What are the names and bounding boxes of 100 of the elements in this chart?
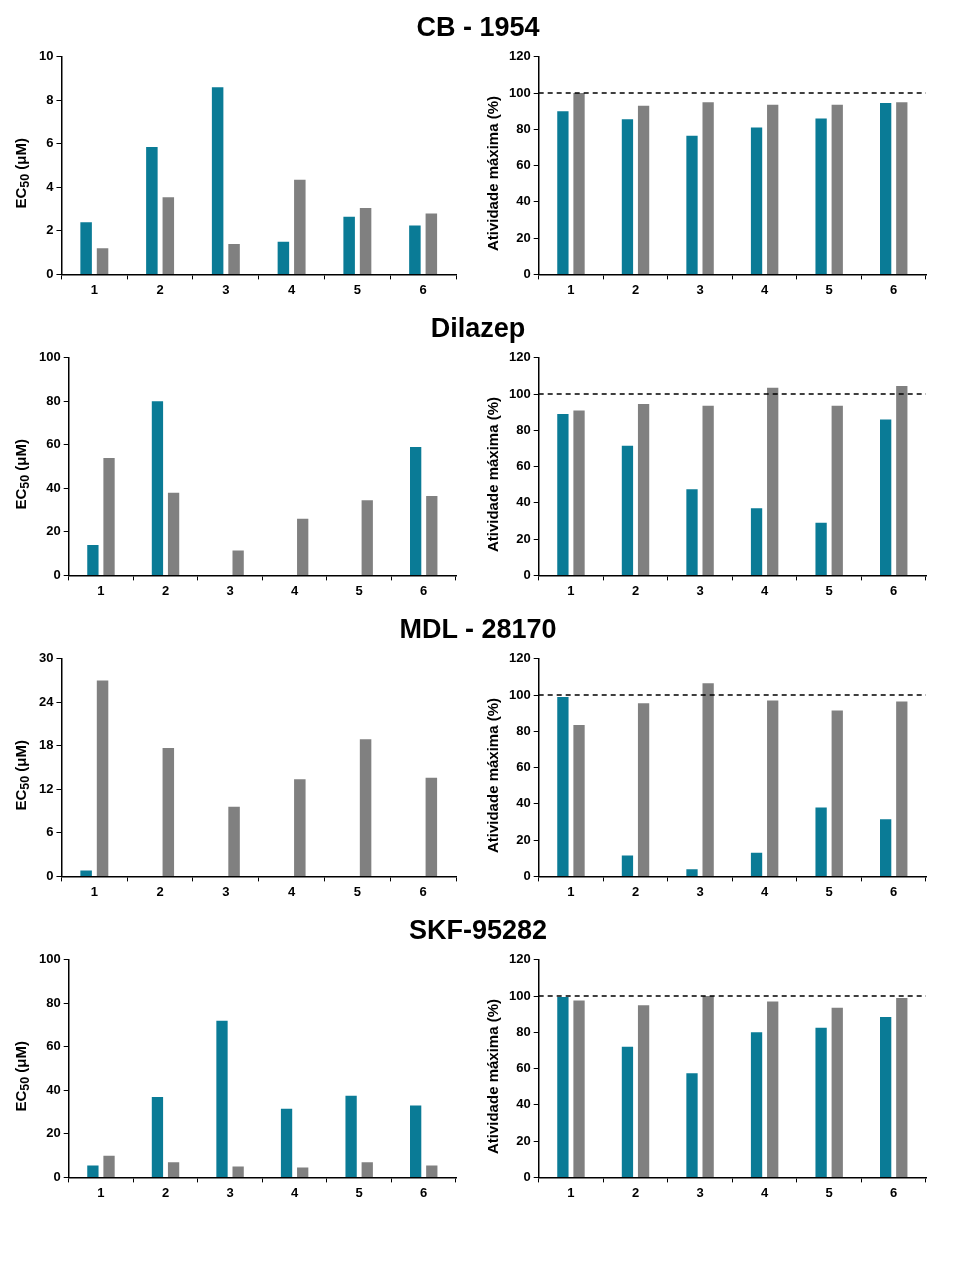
x-tick-label: 4	[761, 1184, 769, 1200]
y-tick-label: 80	[516, 421, 531, 437]
x-tick-label: 2	[631, 281, 640, 297]
y-tick-label: 0	[523, 867, 531, 883]
bar	[880, 819, 892, 876]
y-tick-label: 0	[523, 265, 531, 281]
x-tick-label: 2	[631, 883, 640, 899]
y-tick-label: 100	[38, 349, 61, 365]
y-tick-label: 80	[516, 120, 531, 136]
y-tick-label: 60	[516, 1060, 531, 1076]
y-tick-label: 24	[38, 693, 55, 709]
chart-title: Dilazep	[429, 312, 527, 345]
bar	[831, 710, 843, 876]
y-tick-label: 100	[508, 987, 531, 1003]
y-tick-label: 40	[46, 1081, 61, 1097]
x-tick-label: 5	[355, 582, 363, 598]
y-tick-label: 80	[46, 994, 61, 1010]
bar	[750, 127, 763, 274]
bar	[573, 410, 585, 575]
chart-title: MDL - 28170	[398, 613, 558, 646]
bar	[557, 111, 569, 274]
bar	[767, 1001, 779, 1177]
y-tick-label: 120	[508, 48, 531, 64]
bar	[87, 1165, 99, 1177]
bar	[573, 724, 585, 876]
y-tick-label: 60	[516, 759, 531, 775]
bar	[637, 105, 650, 274]
x-tick-label: 6	[890, 883, 898, 899]
bar	[896, 385, 908, 575]
y-axis-title: Atividade máxima (%)	[483, 998, 501, 1155]
x-tick-label: 3	[696, 883, 704, 899]
bar	[750, 1032, 763, 1177]
x-tick-label: 6	[890, 1184, 898, 1200]
x-tick-label: 6	[420, 582, 428, 598]
y-tick-label: 0	[46, 265, 54, 281]
x-tick-label: 5	[355, 1184, 363, 1200]
bar	[750, 508, 763, 575]
x-tick-label: 6	[419, 281, 427, 297]
x-tick-label: 3	[226, 582, 234, 598]
bar	[686, 489, 698, 575]
bar	[557, 996, 569, 1177]
y-tick-label: 6	[46, 135, 54, 151]
bar	[815, 522, 827, 575]
bar	[621, 119, 634, 274]
x-tick-label: 4	[287, 281, 296, 297]
bar	[162, 748, 175, 876]
x-tick-label: 1	[567, 582, 575, 598]
y-axis-title: Atividade máxima (%)	[483, 697, 501, 854]
y-tick-label: 40	[516, 795, 531, 811]
bar	[162, 197, 175, 274]
x-tick-label: 5	[353, 281, 361, 297]
bar	[702, 996, 714, 1177]
x-tick-label: 4	[761, 281, 769, 297]
y-tick-label: 0	[53, 566, 61, 582]
x-tick-label: 5	[825, 582, 833, 598]
bar	[80, 870, 92, 876]
y-tick-label: 8	[46, 91, 54, 107]
bar	[87, 544, 99, 575]
x-tick-label: 2	[631, 1184, 640, 1200]
y-tick-label: 20	[516, 530, 531, 546]
y-tick-label: 0	[523, 566, 531, 582]
bar	[343, 216, 355, 274]
y-tick-label: 20	[46, 1125, 61, 1141]
bar	[637, 404, 650, 575]
x-tick-label: 4	[761, 883, 769, 899]
bar	[96, 680, 109, 876]
x-tick-label: 1	[567, 1184, 575, 1200]
bar	[621, 1046, 634, 1177]
bar	[573, 1000, 585, 1177]
bar	[767, 104, 779, 274]
x-tick-label: 2	[156, 281, 164, 297]
y-axis-title: Atividade máxima (%)	[483, 396, 501, 553]
x-tick-label: 3	[222, 281, 230, 297]
y-tick-label: 60	[46, 1038, 61, 1054]
x-tick-label: 5	[353, 883, 361, 899]
x-tick-label: 4	[761, 582, 769, 598]
bar	[151, 401, 164, 575]
x-tick-label: 2	[631, 582, 640, 598]
bar	[831, 1007, 843, 1177]
y-tick-label: 120	[508, 951, 531, 967]
bar	[637, 703, 650, 876]
bar	[216, 1020, 228, 1177]
y-tick-label: 4	[46, 178, 55, 194]
chart-title: SKF-95282	[407, 914, 549, 947]
bar	[621, 855, 634, 876]
bar	[280, 1108, 293, 1177]
x-tick-label: 1	[90, 281, 98, 297]
bar	[426, 1165, 438, 1177]
x-tick-label: 6	[890, 281, 898, 297]
bar	[96, 248, 109, 274]
x-tick-label: 6	[419, 883, 427, 899]
x-tick-label: 3	[696, 1184, 704, 1200]
y-tick-label: 20	[46, 523, 61, 539]
bar	[232, 1166, 244, 1177]
bar	[621, 445, 634, 575]
x-tick-label: 1	[97, 582, 105, 598]
y-tick-label: 100	[508, 385, 531, 401]
bar	[767, 387, 779, 575]
bar	[686, 1073, 698, 1177]
bar	[880, 1016, 892, 1177]
